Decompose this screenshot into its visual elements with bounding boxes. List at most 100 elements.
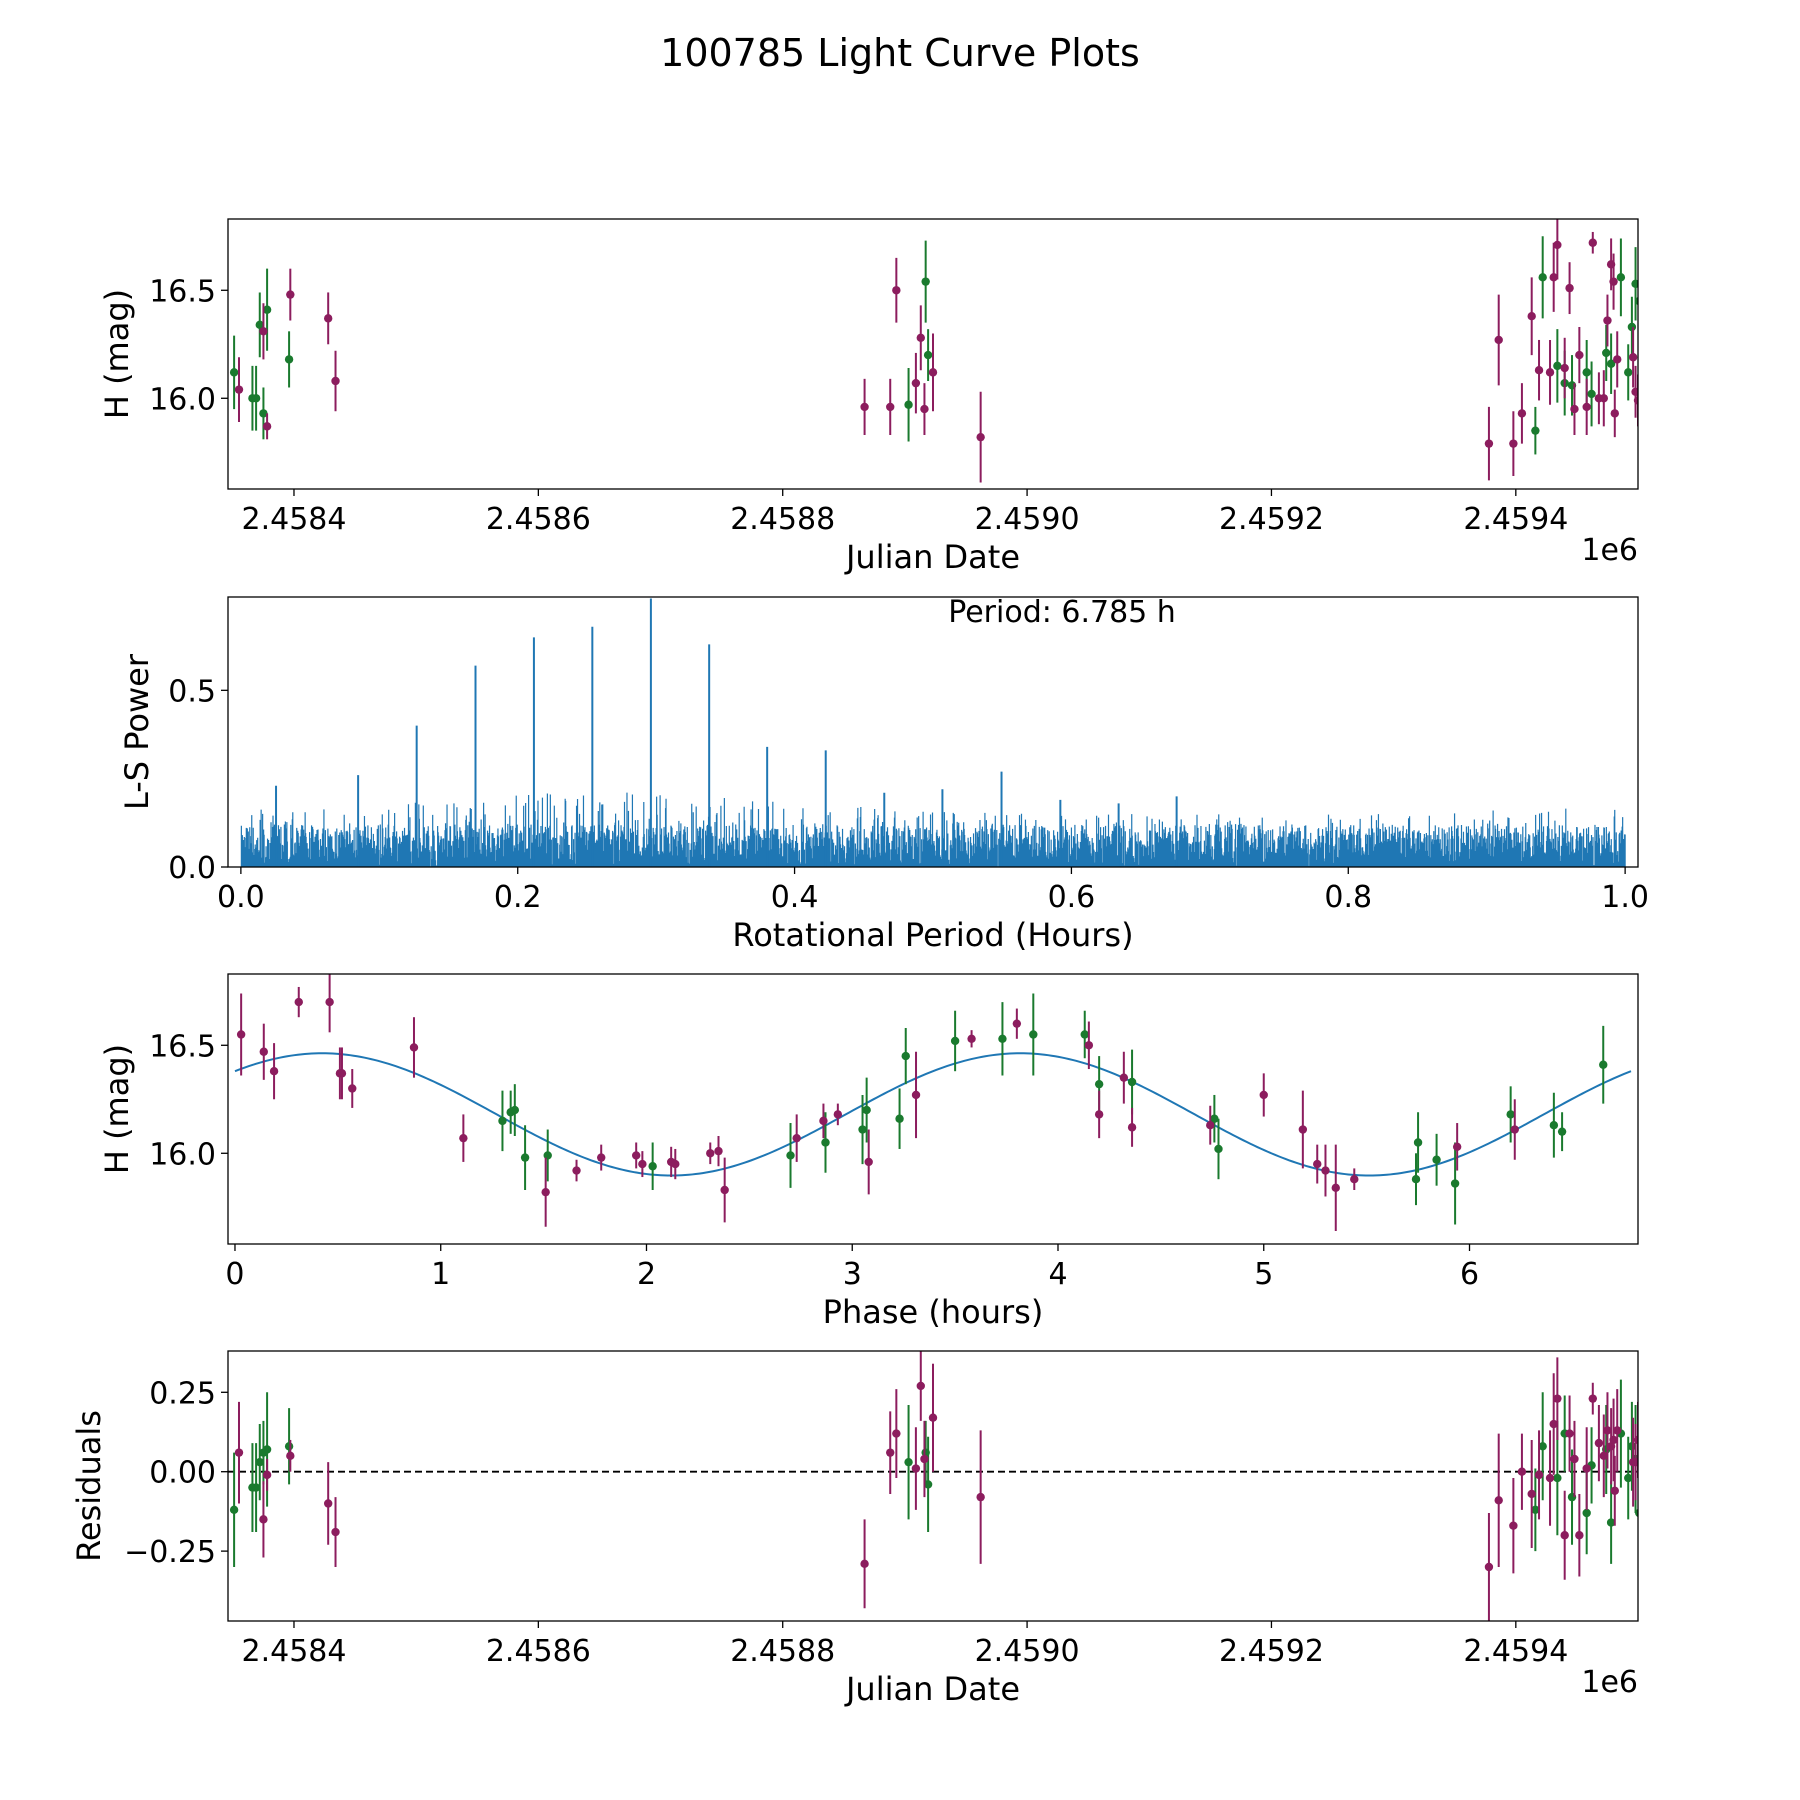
residuals-purple-point-31 bbox=[1603, 1426, 1612, 1435]
residuals-green-point-23 bbox=[1635, 1508, 1638, 1518]
phased-purple-point-2 bbox=[269, 1067, 279, 1076]
lightcurve-green-point-0 bbox=[229, 368, 239, 377]
residuals-green-point-2 bbox=[251, 1483, 261, 1492]
phased-green-point-12 bbox=[950, 1036, 960, 1046]
residuals-purple-point-23 bbox=[1560, 1531, 1569, 1540]
phased-purple-point-30 bbox=[1127, 1123, 1137, 1132]
lightcurve-green-point-12 bbox=[1553, 361, 1562, 371]
phased-green-point-8 bbox=[858, 1125, 867, 1134]
phased-green-point-2 bbox=[510, 1105, 520, 1115]
residuals-purple-point-14 bbox=[1484, 1562, 1494, 1572]
phased-xtick-label-3: 3 bbox=[843, 1257, 862, 1292]
lightcurve-purple-point-37 bbox=[1631, 387, 1638, 396]
residuals-purple-point-4 bbox=[323, 1499, 333, 1508]
phased-ytick-label-0: 16.0 bbox=[149, 1137, 216, 1172]
phased-green-point-13 bbox=[998, 1034, 1007, 1044]
lightcurve-xtick-label-3: 2.4590 bbox=[975, 502, 1080, 537]
residuals-purple-point-1 bbox=[259, 1515, 268, 1524]
lightcurve-xtick-label-2: 2.4588 bbox=[730, 502, 835, 537]
lightcurve-x-offset-label: 1e6 bbox=[1581, 533, 1638, 568]
lightcurve-purple-point-3 bbox=[286, 290, 295, 299]
residuals-xtick-label-0: 2.4584 bbox=[241, 1634, 346, 1669]
residuals-axes: 2.4584 2.4586 2.4588 2.4590 2.4592 2.4594 0.25… bbox=[70, 1350, 1639, 1708]
phased-xtick-label-4: 4 bbox=[1048, 1257, 1067, 1292]
lightcurve-green-point-5 bbox=[262, 305, 272, 314]
lightcurve-purple-point-2 bbox=[262, 422, 272, 431]
lightcurve-purple-point-14 bbox=[1484, 439, 1494, 448]
phased-plot-area bbox=[234, 974, 1632, 1232]
lightcurve-purple-point-12 bbox=[928, 368, 938, 377]
residuals-purple-point-5 bbox=[331, 1527, 340, 1537]
phased-green-point-3 bbox=[520, 1153, 530, 1162]
phased-green-point-19 bbox=[1214, 1144, 1223, 1154]
lightcurve-purple-point-13 bbox=[976, 432, 985, 442]
phased-frame bbox=[227, 973, 1639, 1245]
residuals-purple-point-33 bbox=[1609, 1435, 1618, 1445]
phased-xlabel: Phase (hours) bbox=[823, 1293, 1044, 1331]
phased-green-point-23 bbox=[1450, 1179, 1460, 1188]
lightcurve-plot-area bbox=[229, 219, 1638, 483]
phased-series-purple bbox=[236, 974, 1519, 1232]
phased-green-point-16 bbox=[1094, 1079, 1104, 1089]
lightcurve-green-point-22 bbox=[1631, 279, 1638, 288]
periodogram-ytick-label-1: 0.5 bbox=[168, 674, 216, 709]
lightcurve-ytick-label-1: 16.5 bbox=[149, 274, 216, 309]
lightcurve-purple-point-0 bbox=[234, 385, 244, 394]
phased-xtick-label-6: 6 bbox=[1460, 1257, 1479, 1292]
periodogram-xtick-label-4: 0.8 bbox=[1324, 880, 1372, 915]
residuals-purple-point-7 bbox=[886, 1448, 895, 1457]
lightcurve-green-point-15 bbox=[1582, 368, 1591, 377]
residuals-xlabel: Julian Date bbox=[844, 1670, 1020, 1708]
phased-green-point-4 bbox=[543, 1151, 552, 1160]
residuals-purple-point-15 bbox=[1494, 1496, 1503, 1505]
phased-green-point-9 bbox=[862, 1105, 871, 1115]
lightcurve-purple-point-34 bbox=[1610, 409, 1619, 418]
lightcurve-purple-point-31 bbox=[1603, 316, 1612, 325]
residuals-purple-point-17 bbox=[1517, 1467, 1527, 1476]
periodogram-xtick-label-5: 1.0 bbox=[1601, 880, 1649, 915]
phased-green-point-14 bbox=[1029, 1030, 1038, 1039]
lightcurve-purple-point-15 bbox=[1494, 335, 1503, 345]
residuals-green-point-15 bbox=[1582, 1508, 1591, 1518]
phased-green-point-10 bbox=[895, 1114, 904, 1123]
phased-green-point-6 bbox=[786, 1151, 795, 1160]
phased-purple-point-37 bbox=[1350, 1175, 1359, 1184]
residuals-green-point-9 bbox=[923, 1480, 933, 1489]
phased-purple-point-16 bbox=[671, 1159, 680, 1169]
residuals-green-point-18 bbox=[1606, 1518, 1616, 1527]
phased-purple-point-3 bbox=[294, 997, 303, 1007]
phased-purple-point-29 bbox=[1119, 1073, 1129, 1082]
residuals-xtick-label-2: 2.4588 bbox=[730, 1634, 835, 1669]
residuals-purple-point-16 bbox=[1509, 1521, 1518, 1530]
residuals-purple-point-29 bbox=[1594, 1438, 1604, 1448]
phased-green-point-27 bbox=[1599, 1060, 1608, 1069]
lightcurve-green-point-18 bbox=[1606, 359, 1616, 368]
residuals-purple-point-30 bbox=[1599, 1451, 1608, 1461]
periodogram-xtick-label-2: 0.4 bbox=[771, 880, 819, 915]
lightcurve-green-point-23 bbox=[1635, 297, 1638, 306]
residuals-purple-point-19 bbox=[1534, 1470, 1544, 1480]
phased-purple-point-36 bbox=[1331, 1183, 1340, 1193]
residuals-ytick-label-1: 0.00 bbox=[149, 1456, 216, 1491]
lightcurve-frame bbox=[227, 218, 1639, 490]
lightcurve-purple-point-18 bbox=[1527, 312, 1536, 321]
lightcurve-green-point-7 bbox=[904, 400, 913, 409]
phased-xtick-label-1: 1 bbox=[431, 1257, 450, 1292]
residuals-purple-point-13 bbox=[976, 1492, 985, 1502]
phased-xtick-label-0: 0 bbox=[225, 1257, 244, 1292]
lightcurve-axes: 2.4584 2.4586 2.4588 2.4590 2.4592 2.4594 16.0… bbox=[98, 218, 1639, 576]
periodogram-ytick-label-0: 0.0 bbox=[168, 851, 216, 886]
periodogram-xtick-label-1: 0.2 bbox=[494, 880, 542, 915]
figure-title: 100785 Light Curve Plots bbox=[660, 31, 1140, 75]
residuals-green-point-3 bbox=[255, 1457, 264, 1467]
phased-green-point-22 bbox=[1432, 1155, 1441, 1164]
lightcurve-xtick-label-1: 2.4586 bbox=[486, 502, 591, 537]
phased-purple-point-25 bbox=[967, 1034, 976, 1044]
lightcurve-green-point-11 bbox=[1538, 273, 1547, 282]
phased-purple-point-28 bbox=[1094, 1110, 1104, 1119]
phased-series-green bbox=[498, 993, 1608, 1225]
phased-purple-point-13 bbox=[631, 1151, 641, 1160]
lightcurve-green-point-16 bbox=[1587, 389, 1596, 399]
phased-purple-point-35 bbox=[1321, 1166, 1330, 1175]
